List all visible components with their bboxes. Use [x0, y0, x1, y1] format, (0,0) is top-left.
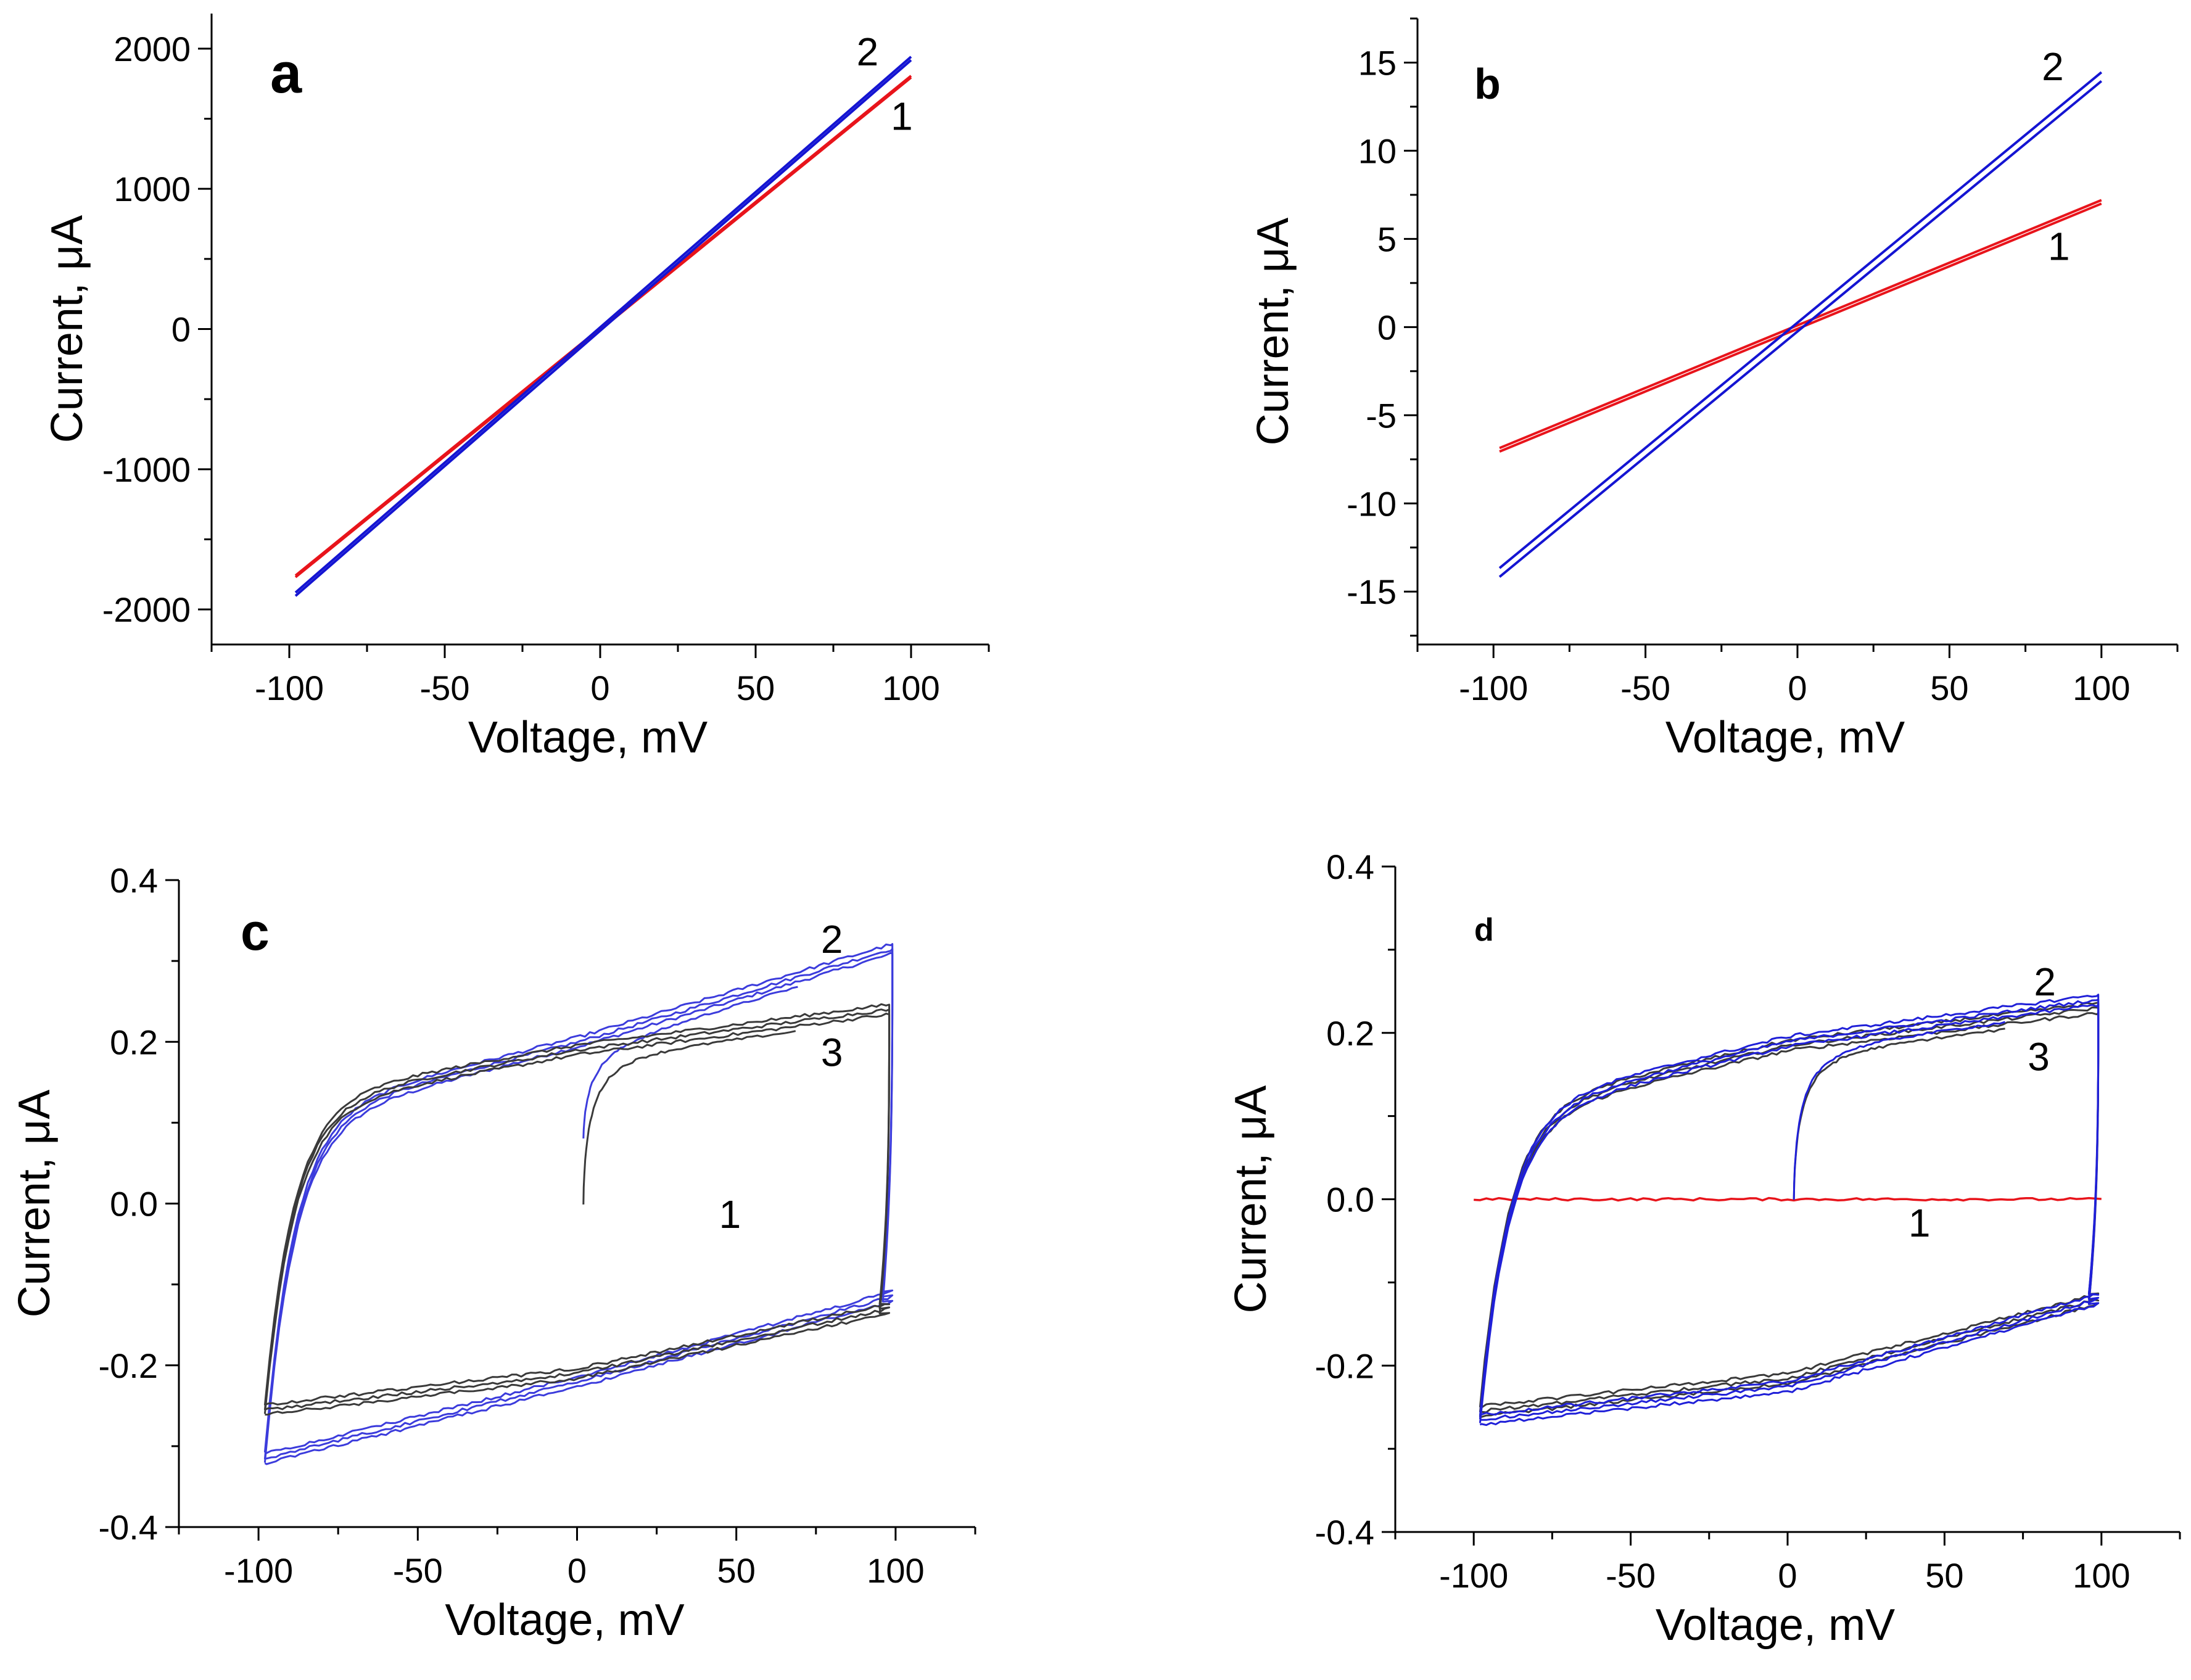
y-axis-label: Current, μA — [1248, 218, 1298, 446]
y-tick-label: 0.4 — [110, 861, 158, 900]
y-tick-label: -10 — [1347, 484, 1397, 523]
curve-label-2: 2 — [2034, 960, 2056, 1004]
curve-label-1: 1 — [719, 1192, 741, 1237]
series-line — [294, 56, 912, 594]
y-tick-label: -2000 — [102, 590, 191, 629]
y-axis-label: Current, μA — [1226, 1085, 1276, 1314]
x-tick-label: 100 — [2073, 669, 2130, 707]
y-tick-label: -0.4 — [1315, 1513, 1375, 1552]
y-tick-label: 5 — [1377, 220, 1397, 258]
series-line — [1499, 199, 2102, 450]
series-transient-line — [1793, 1027, 2005, 1200]
x-tick-label: 50 — [717, 1551, 756, 1590]
y-tick-label: 0.2 — [110, 1023, 158, 1061]
series-2 — [1498, 71, 2103, 578]
y-tick-label: 0.4 — [1326, 847, 1374, 886]
y-tick-label: 10 — [1358, 131, 1397, 170]
x-tick-label: -100 — [224, 1551, 293, 1590]
x-tick-label: 50 — [1930, 669, 1968, 707]
series-line — [1498, 71, 2103, 569]
x-axis-label: Voltage, mV — [468, 713, 708, 762]
curve-label-3: 3 — [2028, 1034, 2050, 1079]
y-tick-label: -15 — [1347, 572, 1397, 611]
x-tick-label: -50 — [393, 1551, 443, 1590]
y-tick-label: 15 — [1358, 43, 1397, 82]
x-tick-label: -100 — [255, 669, 324, 707]
x-tick-label: -100 — [1439, 1556, 1508, 1595]
curve-label-1: 1 — [2048, 224, 2070, 269]
series-transient-line — [582, 986, 798, 1139]
series-line — [1479, 994, 2100, 1416]
x-tick-label: 100 — [882, 669, 939, 707]
y-tick-label: -0.2 — [1315, 1346, 1375, 1385]
series-2 — [1479, 994, 2100, 1427]
y-tick-label: 1000 — [113, 170, 191, 208]
panel-letter: c — [241, 903, 270, 961]
series-3 — [263, 1003, 891, 1416]
curve-label-1: 1 — [891, 94, 913, 139]
panel-letter: b — [1474, 60, 1501, 108]
y-tick-label: 0.2 — [1326, 1014, 1374, 1053]
x-axis-label: Voltage, mV — [1665, 713, 1905, 762]
x-tick-label: -50 — [1620, 669, 1670, 707]
x-axis-label: Voltage, mV — [445, 1596, 684, 1645]
x-tick-label: 100 — [867, 1551, 924, 1590]
y-tick-label: 0 — [171, 310, 191, 349]
series-1 — [1474, 1196, 2102, 1202]
x-tick-label: 0 — [567, 1551, 587, 1590]
y-tick-label: -0.2 — [99, 1346, 159, 1385]
y-tick-label: 0.0 — [1326, 1180, 1374, 1219]
y-tick-label: 0 — [1377, 308, 1397, 347]
curve-label-2: 2 — [857, 30, 879, 74]
panel-c: -100 -50 0 50 100 -0.4 -0.2 0.0 0.2 0.4 Voltage, m… — [10, 861, 976, 1645]
x-tick-label: -50 — [420, 669, 470, 707]
x-axis-label: Voltage, mV — [1656, 1600, 1895, 1650]
series-line — [1498, 80, 2103, 578]
curve-label-2: 2 — [2042, 44, 2064, 89]
x-tick-label: 100 — [2073, 1556, 2130, 1595]
x-tick-label: 0 — [1788, 669, 1807, 707]
y-tick-label: -5 — [1366, 396, 1397, 435]
y-axis-label: Current, μA — [43, 215, 92, 443]
curve-label-3: 3 — [821, 1031, 843, 1075]
panel-letter: a — [270, 42, 302, 105]
y-axis-label: Current, μA — [10, 1090, 59, 1318]
y-tick-label: 2000 — [113, 30, 191, 68]
series-transient-line — [1793, 1021, 2006, 1200]
series-line — [294, 59, 912, 597]
x-tick-label: -50 — [1606, 1556, 1656, 1595]
series-2 — [294, 56, 912, 597]
y-tick-label: -0.4 — [99, 1508, 159, 1547]
curve-label-1: 1 — [1908, 1201, 1931, 1245]
y-tick-label: -1000 — [102, 450, 191, 489]
x-tick-label: 50 — [737, 669, 775, 707]
curve-label-2: 2 — [821, 917, 843, 961]
panel-a: -100 -50 0 50 100 -2000 -1000 0 1000 2000 Voltage,… — [43, 14, 990, 762]
series-line — [263, 1003, 891, 1406]
x-tick-label: 50 — [1925, 1556, 1963, 1595]
x-tick-label: 0 — [590, 669, 609, 707]
panel-letter: d — [1474, 912, 1494, 948]
y-tick-label: 0.0 — [110, 1185, 158, 1224]
series-line — [263, 943, 894, 1455]
x-tick-label: -100 — [1459, 669, 1528, 707]
series-line — [1474, 1196, 2102, 1202]
panel-d: -100 -50 0 50 100 -0.4 -0.2 0.0 0.2 0.4 Voltage, m… — [1226, 847, 2181, 1650]
series-transient-line — [582, 1030, 796, 1205]
x-tick-label: 0 — [1778, 1556, 1797, 1595]
